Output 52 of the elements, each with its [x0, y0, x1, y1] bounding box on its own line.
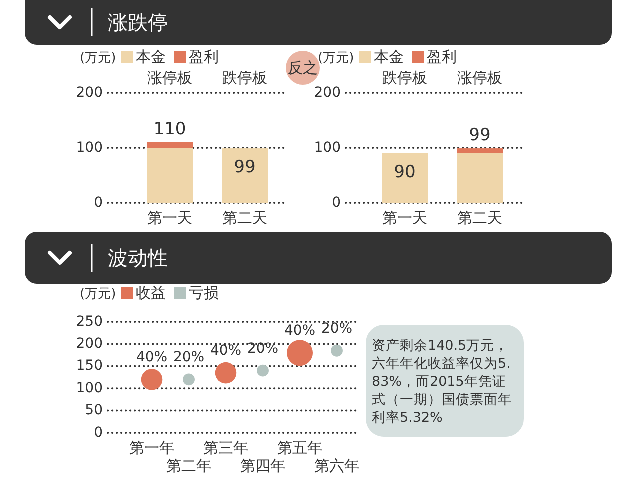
y-axis-title: (万元) — [80, 51, 116, 66]
y-tick-label: 50 — [85, 402, 103, 419]
bar — [147, 148, 193, 203]
y-tick-label: 0 — [94, 424, 103, 441]
legend-label: 本金 — [136, 48, 166, 66]
x-tick-label: 第二天 — [458, 209, 502, 227]
y-axis-title: (万元) — [318, 51, 354, 66]
annotation: 40% — [136, 350, 168, 366]
legend-label: 亏损 — [189, 284, 220, 302]
y-tick-label: 250 — [76, 314, 103, 330]
total-label: 90 — [394, 162, 416, 182]
y-tick-label: 100 — [314, 140, 341, 156]
x-tick-label: 第二年 — [166, 457, 212, 475]
y-tick-label: 150 — [76, 358, 103, 374]
legend-label: 本金 — [374, 48, 404, 66]
total-label: 99 — [469, 126, 491, 146]
text: 涨停板 — [148, 69, 192, 87]
y-tick-label: 200 — [314, 84, 341, 101]
text: 反之 — [288, 59, 318, 77]
legend-label: 盈利 — [189, 48, 220, 66]
y-tick-label: 100 — [76, 140, 103, 156]
annotation: 20% — [321, 320, 353, 337]
annotation: 40% — [210, 343, 242, 360]
x-tick-label: 第三年 — [204, 439, 248, 457]
y-axis-title: (万元) — [80, 287, 116, 302]
x-tick-label: 第六年 — [314, 457, 360, 475]
text: 跌停板 — [382, 69, 428, 87]
chart-title: 涨跌停 — [108, 10, 168, 34]
text: 跌停板 — [222, 69, 268, 87]
text: 涨停板 — [458, 69, 502, 87]
x-tick-label: 第一天 — [382, 209, 428, 227]
y-tick-label: 100 — [76, 380, 103, 396]
x-tick-label: 第一天 — [148, 209, 192, 227]
annotation: 40% — [284, 323, 316, 340]
y-tick-label: 200 — [76, 84, 103, 101]
bar — [147, 142, 193, 148]
annotation: 20% — [247, 340, 279, 357]
text: 资产剩余140.5万元，六年年化收益率仅为5.83%，而2015年凭证式（一期）国债票面年利率5.32% — [372, 338, 512, 426]
x-tick-label: 第五年 — [278, 439, 322, 457]
bar — [222, 148, 268, 203]
total-label: 110 — [154, 120, 186, 140]
legend-label: 盈利 — [427, 48, 458, 66]
x-tick-label: 第二天 — [222, 209, 268, 227]
y-tick-label: 0 — [94, 194, 103, 211]
legend-label: 收益 — [136, 284, 166, 302]
annotation: 20% — [173, 350, 205, 366]
chart-title: 波动性 — [108, 246, 168, 270]
x-tick-label: 第四年 — [240, 457, 286, 475]
total-label: 99 — [234, 158, 256, 178]
y-tick-label: 200 — [76, 336, 103, 352]
y-tick-label: 0 — [332, 194, 341, 211]
x-tick-label: 第一年 — [130, 439, 174, 457]
